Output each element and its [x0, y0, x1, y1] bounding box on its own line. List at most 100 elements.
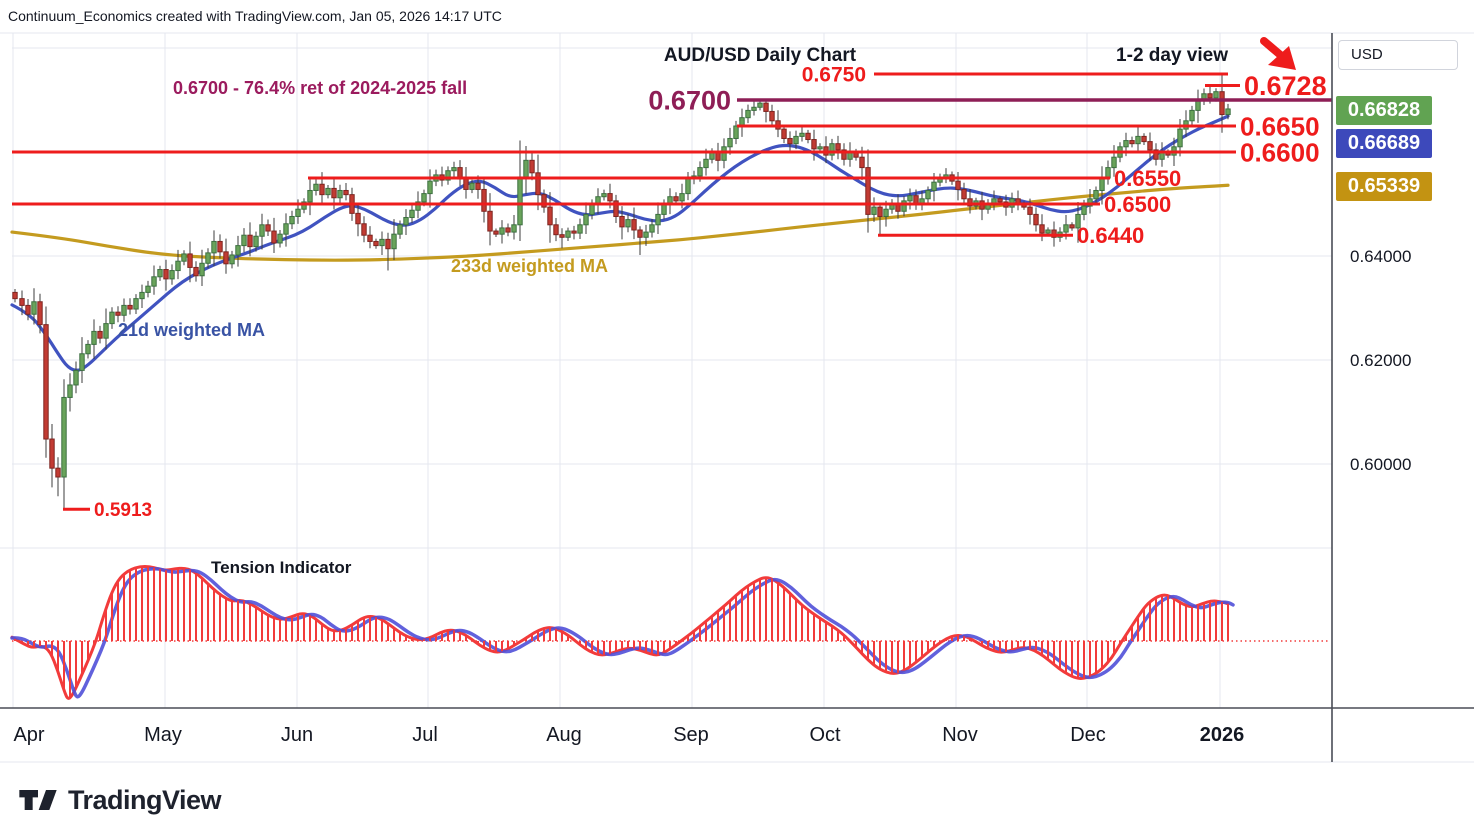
candle-body — [517, 176, 523, 226]
candle-body — [385, 238, 391, 250]
candle-body — [583, 213, 589, 226]
x-axis-label-2026: 2026 — [1199, 724, 1245, 746]
candle-body — [19, 298, 25, 306]
candle-body — [925, 189, 931, 200]
candle-body — [1219, 91, 1225, 116]
candle-body — [31, 301, 37, 315]
candle-body — [259, 224, 265, 237]
candle-body — [25, 304, 31, 315]
candle-body — [301, 201, 307, 210]
tension-slow-line — [10, 567, 1235, 699]
candle-body — [37, 301, 43, 326]
candle-body — [1135, 135, 1141, 145]
x-axis-label-apr: Apr — [13, 724, 45, 746]
candle-body — [1045, 229, 1051, 234]
candle-body — [499, 227, 505, 235]
candle-body — [1153, 149, 1159, 160]
candle-body — [481, 188, 487, 212]
candle-body — [493, 230, 499, 235]
currency-unit-button[interactable]: USD — [1338, 40, 1458, 70]
candle-body — [1093, 189, 1099, 200]
candle-body — [817, 146, 823, 150]
candle-body — [1081, 205, 1087, 215]
candle-body — [535, 172, 541, 196]
candle-body — [607, 193, 613, 202]
candle-body — [121, 304, 127, 316]
x-axis-label-may: May — [144, 724, 182, 746]
candle-body — [769, 110, 775, 122]
candle-body — [505, 227, 511, 233]
candle-body — [859, 156, 865, 169]
ma21-annotation: 21d weighted MA — [118, 320, 266, 340]
candle-body — [997, 198, 1003, 203]
candle-body — [559, 234, 565, 238]
candle-body — [955, 180, 961, 190]
candle-body — [613, 200, 619, 217]
candle-body — [271, 230, 277, 244]
candle-body — [589, 203, 595, 215]
candle-body — [799, 132, 805, 137]
last-price-label: 0.66828 — [1336, 95, 1432, 125]
brand-text: TradingView — [68, 784, 222, 815]
candle-body — [787, 137, 793, 145]
candle-body — [1033, 213, 1039, 226]
price-tick-label: 0.64000 — [1350, 247, 1412, 266]
candle-body — [247, 234, 253, 248]
candle-body — [139, 291, 145, 300]
candle-body — [379, 238, 385, 247]
candle-body — [703, 158, 709, 169]
candle-body — [697, 167, 703, 177]
x-axis-label-jun: Jun — [280, 724, 314, 746]
candle-body — [265, 224, 271, 232]
candle-body — [841, 149, 847, 160]
level-label: 0.6500 — [1104, 192, 1171, 217]
candle-body — [427, 180, 433, 195]
tradingview-brand[interactable]: TradingView — [18, 783, 222, 817]
chart-title: AUD/USD Daily Chart — [663, 45, 857, 66]
candle-body — [931, 181, 937, 191]
candle-body — [85, 343, 91, 355]
candle-body — [1039, 224, 1045, 234]
candle-body — [1105, 167, 1111, 179]
candle-body — [901, 200, 907, 212]
candle-body — [307, 189, 313, 203]
candle-body — [1063, 224, 1069, 233]
candle-body — [511, 224, 517, 233]
candle-body — [181, 253, 187, 262]
candle-body — [211, 240, 217, 254]
fibonacci-annotation: 0.6700 - 76.4% ret of 2024-2025 fall — [173, 78, 468, 98]
level-label: 0.6650 — [1240, 111, 1320, 141]
candle-body — [391, 233, 397, 250]
candle-body — [757, 102, 763, 108]
candle-body — [1177, 128, 1183, 148]
candlestick-series[interactable] — [12, 73, 1231, 510]
candle-body — [193, 266, 199, 277]
candle-body — [373, 240, 379, 247]
candle-body — [343, 189, 349, 196]
candle-body — [103, 323, 109, 339]
ma233-line[interactable] — [10, 183, 1230, 262]
candle-body — [1069, 224, 1075, 229]
candle-body — [745, 109, 751, 119]
candle-body — [229, 254, 235, 265]
candle-body — [115, 311, 121, 316]
candle-body — [637, 229, 643, 238]
candle-body — [1141, 135, 1147, 143]
candle-body — [469, 182, 475, 190]
candle-body — [781, 128, 787, 139]
level-label: 0.6550 — [1114, 166, 1181, 191]
candle-body — [1051, 229, 1057, 238]
candle-body — [763, 102, 769, 112]
candle-body — [157, 269, 163, 278]
ma233-price-label: 0.65339 — [1336, 171, 1432, 201]
candle-body — [733, 125, 739, 139]
price-tick-label: 0.62000 — [1350, 351, 1412, 370]
candle-body — [679, 193, 685, 202]
candle-body — [175, 260, 181, 272]
candle-body — [43, 324, 49, 440]
candle-body — [217, 240, 223, 253]
candle-body — [811, 139, 817, 150]
candle-body — [1225, 108, 1231, 116]
